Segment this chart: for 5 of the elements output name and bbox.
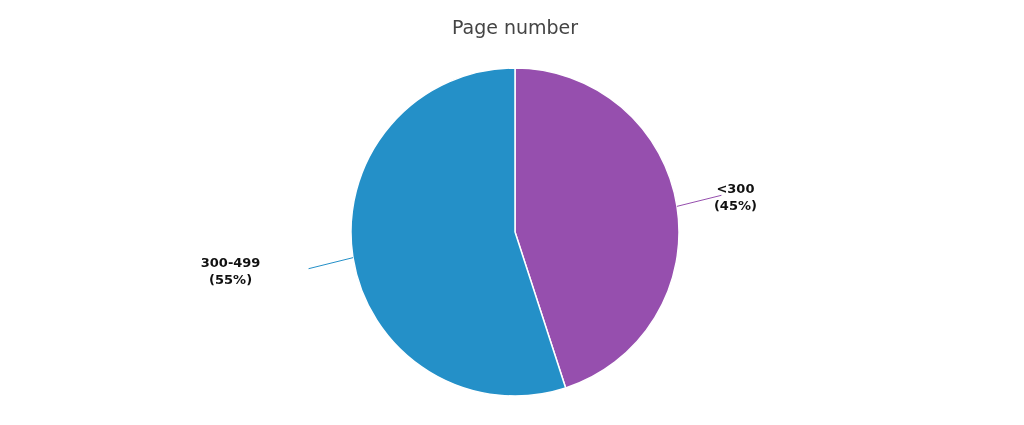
slice-label: 300-499: [200, 254, 261, 270]
data-label: (45%): [713, 198, 757, 214]
chart-title: Page number: [451, 16, 579, 38]
data-label: (55%): [209, 271, 253, 287]
slice-label: <300: [716, 181, 755, 197]
